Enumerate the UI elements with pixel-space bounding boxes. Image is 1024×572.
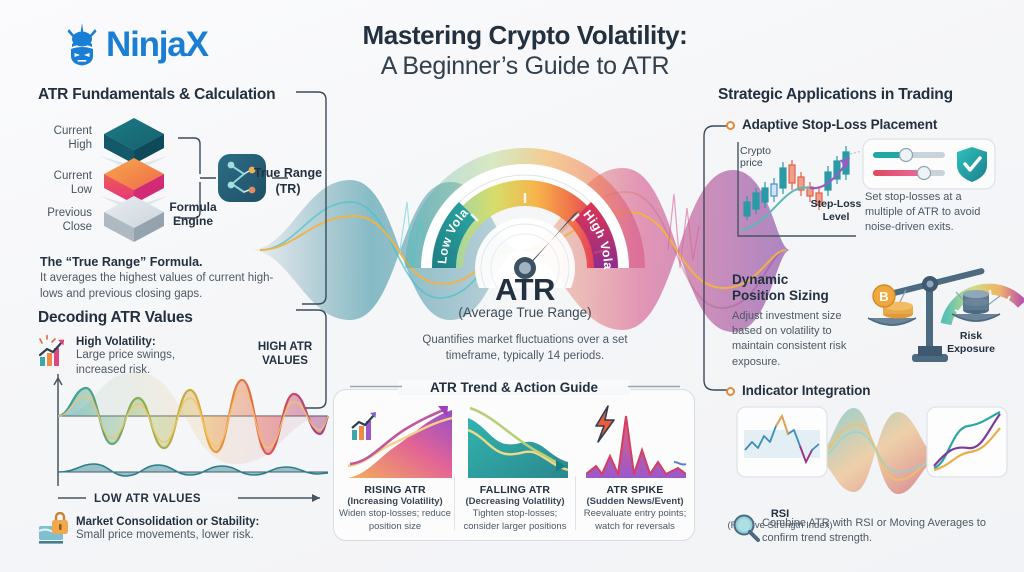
brand-logo: NinjaX bbox=[62, 22, 209, 66]
atr-action-guide-panel: RISING ATR (Increasing Volatility) Widen… bbox=[333, 389, 695, 541]
magnifier-icon bbox=[733, 514, 760, 542]
stop-loss-settings-card bbox=[862, 138, 996, 190]
guide-title-rule bbox=[350, 385, 680, 388]
falling-chart-icon bbox=[468, 406, 568, 478]
bullet-stop-loss bbox=[726, 121, 735, 130]
guide-card-spike: ATR SPIKE (Sudden News/Event) Reevaluate… bbox=[583, 484, 687, 532]
ninja-helmet-icon bbox=[67, 23, 97, 66]
true-range-input-diagram bbox=[100, 118, 288, 242]
connector-bracket-left-top bbox=[296, 91, 327, 305]
heading-stop-loss: Adaptive Stop-Loss Placement bbox=[742, 117, 938, 132]
guide-panel-title: ATR Trend & Action Guide bbox=[398, 380, 630, 395]
label-formula-engine: Formula Engine bbox=[169, 200, 217, 229]
svg-text:B: B bbox=[879, 289, 888, 304]
lightning-spike-icon bbox=[586, 405, 686, 478]
guide-divider-1 bbox=[454, 476, 455, 530]
cube-current-low bbox=[100, 158, 168, 212]
candlestick-chart bbox=[737, 142, 860, 237]
rising-chart-icon bbox=[348, 406, 453, 478]
label-previous-close: Previous Close bbox=[47, 207, 92, 234]
consolidation-title: Market Consolidation or Stability: bbox=[76, 516, 260, 528]
page-title: Mastering Crypto Volatility: bbox=[362, 20, 688, 50]
label-rsi-full: (Relative Strength Index) bbox=[727, 520, 833, 531]
balance-scale-icon: B bbox=[867, 268, 1024, 362]
heading-indicator-integration: Indicator Integration bbox=[742, 383, 871, 398]
consolidation-desc: Small price movements, lower risk. bbox=[76, 529, 254, 541]
slider-teal bbox=[873, 147, 945, 163]
market-consolidation-note: Market Consolidation or Stability: Small… bbox=[76, 516, 306, 543]
stop-loss-description: Set stop-losses at a multiple of ATR to … bbox=[865, 191, 981, 234]
bitcoin-coin-stack: B bbox=[872, 284, 913, 319]
guide-card-rising: RISING ATR (Increasing Volatility) Widen… bbox=[339, 484, 451, 532]
heading-position-sizing: Dynamic Position Sizing bbox=[732, 272, 829, 304]
gauge-needle bbox=[514, 210, 580, 279]
bullet-indicator-integration bbox=[726, 387, 735, 396]
indicator-wave-backdrop bbox=[814, 408, 940, 494]
connector-bracket-right bbox=[703, 125, 734, 391]
label-current-high: Current High bbox=[53, 125, 92, 152]
atr-full-name: (Average True Range) bbox=[458, 305, 592, 320]
section-heading-fundamentals: ATR Fundamentals & Calculation bbox=[38, 86, 276, 103]
label-high-atr-values: HIGH ATR VALUES bbox=[257, 341, 313, 368]
formula-note-desc: It averages the highest values of curren… bbox=[40, 272, 274, 300]
brand-name: NinjaX bbox=[106, 24, 209, 64]
label-true-range-output: True Range (TR) bbox=[253, 166, 323, 196]
label-crypto-price: Crypto price bbox=[740, 145, 771, 170]
connector-bracket-left-bottom bbox=[296, 309, 327, 409]
formula-note-title: The “True Range” Formula. bbox=[40, 255, 203, 269]
atr-description: Quantifies market fluctuations over a se… bbox=[422, 334, 628, 363]
moving-average-chart-card bbox=[926, 406, 1008, 478]
cube-previous-close bbox=[104, 196, 164, 242]
guide-card-falling: FALLING ATR (Decreasing Volatility) Tigh… bbox=[463, 484, 567, 532]
page-subtitle: A Beginner’s Guide to ATR bbox=[380, 52, 670, 80]
formula-engine-icon bbox=[218, 154, 266, 202]
label-current-low: Current Low bbox=[53, 170, 92, 197]
rsi-chart-card bbox=[736, 406, 828, 478]
true-range-formula-note: The “True Range” Formula. It averages th… bbox=[40, 255, 290, 303]
position-sizing-description: Adjust investment size based on volatili… bbox=[732, 310, 847, 368]
label-low-atr-values: LOW ATR VALUES bbox=[94, 493, 201, 505]
atr-acronym: ATR bbox=[495, 272, 555, 307]
rising-bar-chart-icon bbox=[38, 334, 65, 366]
high-volatility-title: High Volatility: bbox=[76, 336, 156, 348]
section-heading-strategic: Strategic Applications in Trading bbox=[718, 86, 953, 103]
label-stop-loss-level: Step-Loss Level bbox=[810, 198, 862, 223]
slider-pink bbox=[873, 165, 945, 181]
label-rsi: RSI bbox=[770, 508, 790, 520]
atr-values-chart bbox=[53, 372, 330, 505]
section-heading-decoding: Decoding ATR Values bbox=[38, 309, 193, 326]
shield-check-icon bbox=[957, 147, 987, 182]
cube-current-high bbox=[100, 118, 168, 172]
volatility-gauge: Low Volatility High Volatility bbox=[398, 118, 645, 288]
token-stack bbox=[963, 290, 989, 314]
guide-divider-2 bbox=[575, 476, 576, 530]
label-risk-exposure: Risk Exposure bbox=[947, 330, 995, 355]
indicator-integration-description: Combine ATR with RSI or Moving Averages … bbox=[762, 517, 986, 545]
market-stability-lock-icon bbox=[38, 512, 68, 544]
